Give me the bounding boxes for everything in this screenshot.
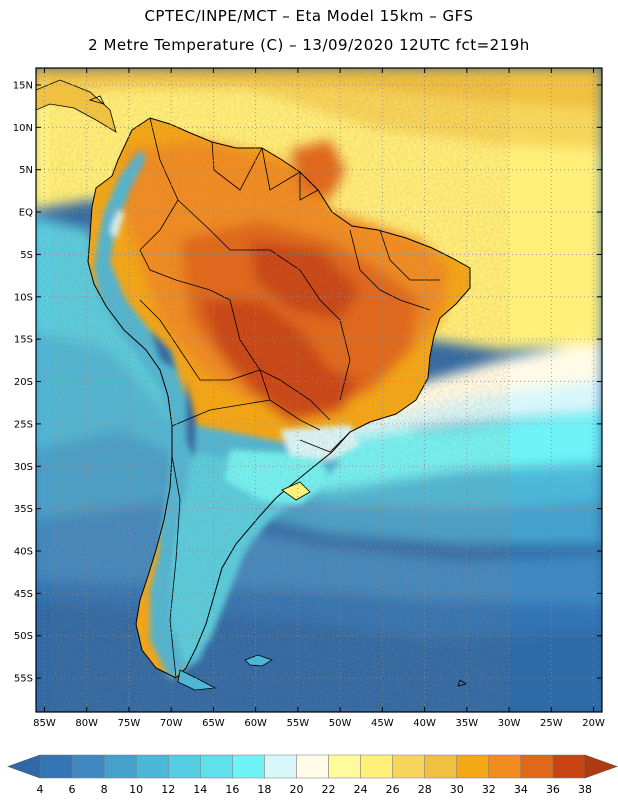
- colorbar-label: 36: [546, 783, 560, 796]
- colorbar-swatch: [392, 754, 425, 779]
- colorbar-swatch: [71, 754, 105, 779]
- map-field: [36, 68, 602, 712]
- lon-tick-label: 20W: [582, 718, 605, 729]
- lon-tick-label: 25W: [540, 718, 563, 729]
- lat-tick-label: 10S: [14, 292, 33, 303]
- colorbar-swatch: [488, 754, 522, 779]
- colorbar-under-arrow: [7, 754, 41, 779]
- lat-tick-label: 20S: [14, 377, 33, 388]
- lat-tick-label: 40S: [14, 547, 33, 558]
- colorbar-label: 32: [482, 783, 496, 796]
- lon-tick-label: 50W: [329, 718, 352, 729]
- colorbar-label: 28: [418, 783, 432, 796]
- lat-tick-label: 5N: [19, 165, 33, 176]
- colorbar-swatch: [39, 754, 73, 779]
- colorbar-label: 14: [193, 783, 207, 796]
- colorbar-label: 10: [129, 783, 143, 796]
- colorbar-swatch: [520, 754, 554, 779]
- colorbar-swatch: [103, 754, 137, 779]
- colorbar-label: 24: [354, 783, 368, 796]
- lat-tick-label: 25S: [14, 419, 33, 430]
- colorbar-swatch: [424, 754, 458, 779]
- colorbar-label: 26: [386, 783, 400, 796]
- colorbar-label: 38: [578, 783, 592, 796]
- map-subtitle: 2 Metre Temperature (C) – 13/09/2020 12U…: [88, 36, 530, 54]
- longitude-axis: 85W 80W 75W 70W 65W 60W 55W 50W 45W 40W 35W 30W 25W 2…: [33, 68, 605, 729]
- colorbar-swatch: [167, 754, 201, 779]
- colorbar-swatch: [456, 754, 490, 779]
- temperature-colorbar: 4 6 8 10 12 14 16 18 20 22 24 26 28 30 32 34 36 38: [7, 754, 618, 796]
- lat-tick-label: 45S: [14, 589, 33, 600]
- lat-tick-label: 50S: [14, 631, 33, 642]
- colorbar-over-arrow: [584, 754, 618, 779]
- lon-tick-label: 80W: [75, 718, 98, 729]
- lat-tick-label: 30S: [14, 462, 33, 473]
- lat-tick-label: 55S: [14, 674, 33, 685]
- lat-tick-label: 15N: [13, 80, 33, 91]
- map-frame: [35, 67, 603, 713]
- lon-tick-label: 30W: [498, 718, 521, 729]
- colorbar-label: 6: [69, 783, 76, 796]
- lat-tick-label: 35S: [14, 504, 33, 515]
- country-borders: [87, 117, 471, 679]
- colorbar-swatch: [200, 754, 233, 779]
- colorbar-swatch: [328, 754, 361, 779]
- colorbar-swatch: [296, 754, 329, 779]
- lon-tick-label: 45W: [371, 718, 394, 729]
- lon-tick-label: 70W: [160, 718, 183, 729]
- lon-tick-label: 85W: [33, 718, 56, 729]
- lon-tick-label: 60W: [244, 718, 267, 729]
- colorbar-label: 22: [322, 783, 336, 796]
- map-title: CPTEC/INPE/MCT – Eta Model 15km – GFS: [144, 7, 474, 25]
- colorbar-swatch: [232, 754, 265, 779]
- colorbar-swatch: [135, 754, 169, 779]
- colorbar-label: 4: [37, 783, 44, 796]
- lon-tick-label: 35W: [456, 718, 479, 729]
- colorbar-label: 34: [514, 783, 528, 796]
- lat-tick-label: 15S: [14, 335, 33, 346]
- colorbar-label: 30: [450, 783, 464, 796]
- lat-tick-label: 10N: [13, 123, 33, 134]
- colorbar-label: 12: [161, 783, 175, 796]
- colorbar-swatch: [360, 754, 393, 779]
- lon-tick-label: 55W: [287, 718, 310, 729]
- south-america-land: [88, 118, 470, 680]
- central-america-land: [36, 79, 117, 133]
- graticule: [36, 68, 602, 712]
- lon-tick-label: 75W: [118, 718, 141, 729]
- latitude-axis: 15N 10N 5N EQ 5S 10S 15S 20S 25S 30S 35S 40S 45S 50S 5…: [13, 80, 602, 685]
- lon-tick-label: 40W: [413, 718, 436, 729]
- colorbar-label: 20: [289, 783, 303, 796]
- colorbar-swatch: [552, 754, 586, 779]
- colorbar-swatch: [264, 754, 297, 779]
- colorbar-label: 18: [257, 783, 271, 796]
- colorbar-label: 16: [225, 783, 239, 796]
- lat-tick-label: EQ: [19, 208, 33, 219]
- lon-tick-label: 65W: [202, 718, 225, 729]
- lat-tick-label: 5S: [20, 250, 33, 261]
- colorbar-label: 8: [101, 783, 108, 796]
